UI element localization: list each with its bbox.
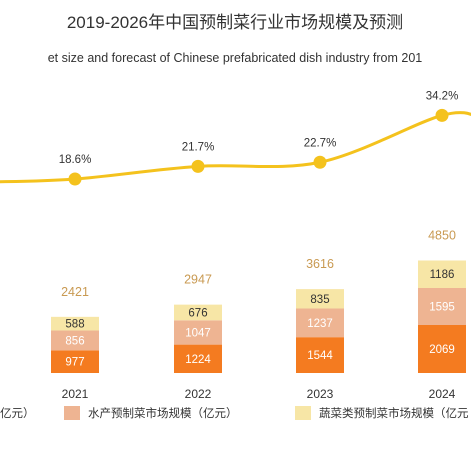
legend-label-1: 水产预制菜市场规模（亿元）: [88, 406, 238, 420]
growth-label-2024: 34.2%: [426, 90, 459, 102]
bar-seg-0-2021: [51, 350, 99, 373]
bar-seg-2-2022: [174, 304, 222, 321]
total-label-2021: 2421: [61, 285, 89, 299]
legend-swatch-1: [64, 406, 80, 420]
bar-seg-label-2-2024: 1186: [430, 269, 455, 281]
total-label-2024: 4850: [428, 228, 456, 242]
total-label-2022: 2947: [184, 273, 212, 287]
growth-point-2023: [313, 155, 327, 169]
bar-group-2022: 1224 1047 676 2947 2022: [174, 273, 222, 401]
legend-swatch-2: [295, 406, 311, 420]
x-tick-2022: 2022: [185, 387, 212, 401]
growth-label-2021: 18.6%: [59, 154, 92, 166]
x-tick-2024: 2024: [429, 387, 456, 401]
legend-fragment: 亿元）: [0, 407, 35, 420]
chart-subtitle: et size and forecast of Chinese prefabri…: [48, 51, 423, 65]
growth-line-layer: 18.6% 21.7% 22.7% 34.2%: [0, 90, 471, 186]
bar-seg-1-2021: [51, 330, 99, 351]
bar-group-2021: 977 856 588 2421 2021: [51, 285, 99, 401]
total-label-2023: 3616: [306, 257, 334, 271]
bar-seg-label-0-2024: 2069: [429, 344, 455, 356]
growth-label-2023: 22.7%: [304, 137, 337, 149]
x-tick-2023: 2023: [307, 387, 334, 401]
bar-seg-2-2024: [418, 260, 466, 288]
bars-layer: 977 856 588 2421 2021 1224 1047 676 2947 2022 1544…: [51, 228, 466, 401]
bar-seg-label-2-2022: 676: [188, 307, 207, 319]
legend: 亿元） 水产预制菜市场规模（亿元） 蔬菜类预制菜市场规模（亿元: [0, 406, 469, 420]
bar-seg-label-2-2021: 588: [65, 319, 84, 331]
bar-seg-label-1-2024: 1595: [429, 301, 455, 313]
bar-seg-2-2021: [51, 316, 99, 331]
growth-rate-line: [0, 111, 471, 184]
bar-seg-2-2023: [296, 289, 344, 309]
growth-point-2022: [191, 159, 205, 173]
bar-seg-label-0-2022: 1224: [185, 354, 211, 366]
chart-title: 2019-2026年中国预制菜行业市场规模及预测: [67, 13, 403, 32]
growth-point-2024: [435, 108, 449, 122]
bar-seg-1-2023: [296, 308, 344, 338]
bar-seg-1-2024: [418, 287, 466, 325]
bar-seg-label-0-2021: 977: [65, 357, 84, 369]
legend-label-2: 蔬菜类预制菜市场规模（亿元: [319, 406, 469, 420]
bar-seg-label-0-2023: 1544: [307, 350, 333, 362]
bar-seg-0-2024: [418, 324, 466, 373]
bar-seg-0-2022: [174, 344, 222, 373]
bar-seg-label-1-2021: 856: [65, 335, 84, 347]
x-tick-2021: 2021: [62, 387, 89, 401]
bar-seg-label-1-2022: 1047: [185, 327, 211, 339]
bar-seg-label-2-2023: 835: [310, 294, 329, 306]
bar-group-2024: 2069 1595 1186 4850 2024: [418, 228, 466, 401]
bar-seg-label-1-2023: 1237: [307, 318, 333, 330]
bar-group-2023: 1544 1237 835 3616 2023: [296, 257, 344, 401]
growth-point-2021: [68, 172, 82, 186]
bar-seg-1-2022: [174, 320, 222, 345]
growth-label-2022: 21.7%: [182, 141, 215, 153]
bar-seg-0-2023: [296, 337, 344, 373]
